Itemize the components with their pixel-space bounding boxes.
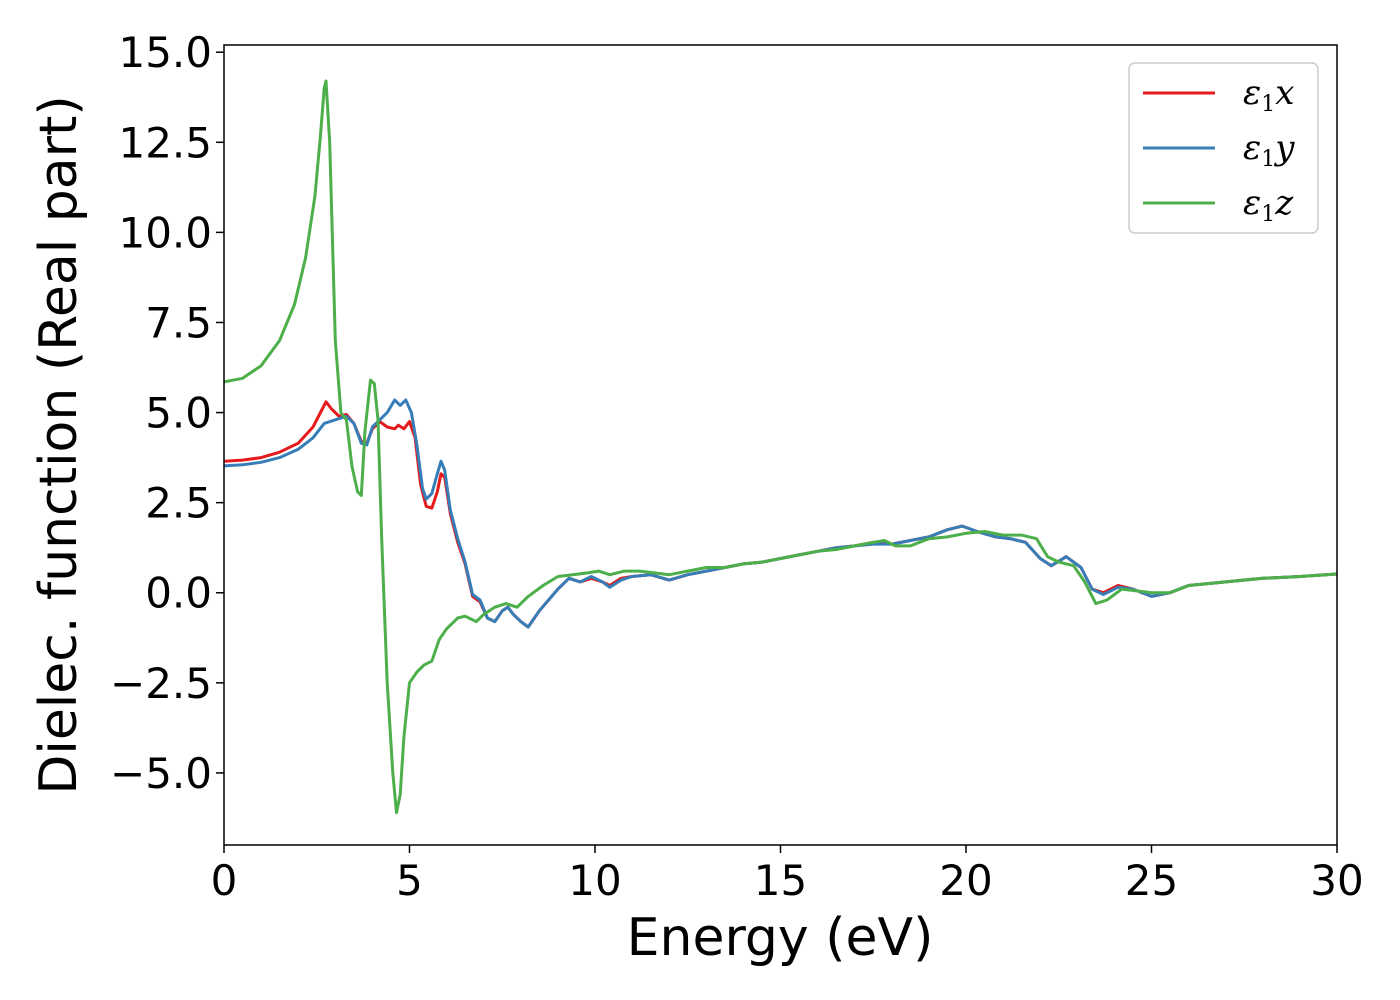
y-tick-label: 12.5 — [118, 118, 212, 167]
y-axis: −5.0 −2.5 0.0 2.5 5.0 7.5 10.0 12.5 15.0 — [110, 28, 224, 798]
series-layer — [224, 79, 1337, 815]
x-tick-label: 25 — [1125, 856, 1178, 905]
x-axis-label: Energy (eV) — [627, 908, 934, 968]
y-tick-label: −5.0 — [110, 749, 212, 798]
x-tick-label: 20 — [939, 856, 992, 905]
x-tick-label: 0 — [211, 856, 238, 905]
y-tick-label: 15.0 — [118, 28, 212, 77]
x-tick-label: 30 — [1310, 856, 1363, 905]
x-tick-label: 10 — [568, 856, 621, 905]
y-tick-label: 2.5 — [145, 479, 212, 528]
y-axis-label: Dielec. function (Real part) — [29, 95, 89, 794]
y-tick-label: 7.5 — [145, 298, 212, 347]
y-tick-label: 10.0 — [118, 208, 212, 257]
legend-box — [1128, 62, 1319, 234]
y-tick-label: 5.0 — [145, 389, 212, 438]
legend: ε1x ε1y ε1z — [1128, 62, 1319, 234]
series-line-z — [224, 79, 1337, 815]
y-tick-label: 0.0 — [145, 569, 212, 618]
legend-label-y: ε1y — [1243, 128, 1295, 172]
y-tick-label: −2.5 — [110, 659, 212, 708]
x-tick-label: 5 — [396, 856, 423, 905]
legend-label-x: ε1x — [1243, 73, 1294, 117]
legend-label-z: ε1z — [1243, 183, 1294, 227]
x-axis: 0 5 10 15 20 25 30 — [211, 845, 1364, 905]
x-tick-label: 15 — [754, 856, 807, 905]
series-line-y — [224, 398, 1337, 629]
